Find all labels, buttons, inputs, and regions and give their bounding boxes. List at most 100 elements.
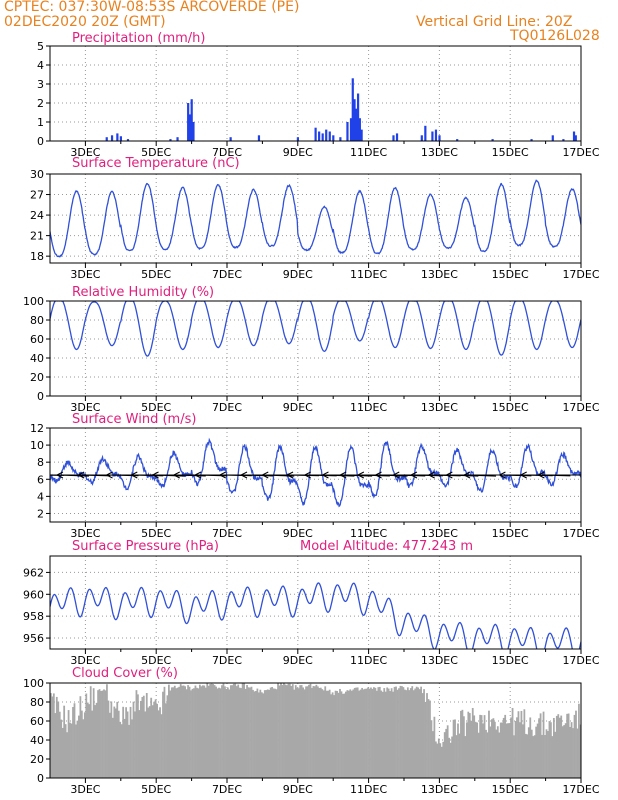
cloud-bar [150, 697, 153, 778]
x-tick-label: 3DEC [70, 268, 100, 281]
cloud-bar [294, 685, 297, 778]
cloud-bar [522, 724, 524, 778]
y-tick-label: 10 [30, 439, 44, 452]
cloud-bar [234, 683, 237, 778]
cloud-bar [94, 705, 97, 778]
cloud-bar [378, 686, 381, 778]
precip-bar [491, 139, 494, 141]
cloud-bar [302, 687, 304, 778]
cloud-bar [225, 688, 228, 778]
cloud-bar [163, 686, 166, 778]
cloud-bar [293, 689, 296, 778]
cloud-bar [91, 710, 94, 778]
cloud-bar [409, 688, 412, 778]
x-tick-label: 5DEC [141, 401, 171, 414]
cloud-bar [79, 696, 82, 778]
panel-frame [49, 173, 582, 264]
x-tick-label: 11DEC [350, 527, 387, 540]
cloud-bar [176, 687, 179, 778]
series-line [50, 437, 581, 508]
series-line [50, 301, 581, 357]
cloud-bar [63, 705, 66, 778]
cloud-bar [221, 685, 223, 778]
cloud-bar [241, 683, 244, 778]
cloud-bar [511, 707, 514, 778]
cloud-bar [427, 699, 430, 778]
precip-bar [110, 135, 114, 141]
x-tick-label: 13DEC [421, 146, 458, 159]
panel-title: Cloud Cover (%) [72, 666, 178, 681]
cloud-bar [296, 687, 299, 778]
cloud-bar [218, 687, 220, 778]
cloud-bar [538, 718, 540, 778]
cloud-bar [52, 693, 55, 778]
cloud-bar [311, 687, 313, 778]
x-tick-label: 15DEC [492, 654, 529, 667]
cloud-bar [66, 732, 68, 778]
cloud-bar [103, 689, 105, 778]
panel-frame [49, 300, 582, 397]
cloud-bar [442, 741, 445, 778]
y-tick-label: 0 [37, 772, 44, 785]
cloud-bar [159, 707, 161, 778]
cloud-bar [492, 718, 495, 778]
cloud-bar [312, 686, 315, 778]
cloud-bar [418, 689, 421, 778]
panel-frame [49, 427, 582, 523]
precip-bar [314, 127, 317, 141]
cloud-bar [380, 690, 383, 778]
x-tick-label: 13DEC [421, 654, 458, 667]
cloud-bar [465, 722, 468, 778]
cloud-bar [141, 697, 144, 778]
x-tick-label: 5DEC [141, 783, 171, 796]
y-tick-label: 60 [30, 715, 44, 728]
cloud-bar [110, 701, 113, 778]
cloud-bar [328, 689, 331, 778]
cloud-bar [514, 721, 517, 778]
cloud-bar [88, 704, 91, 778]
cloud-bar [286, 685, 288, 778]
cloud-bar [395, 686, 397, 778]
cloud-bar [188, 686, 191, 778]
cloud-bar [69, 722, 71, 778]
cloud-bar [434, 741, 437, 778]
cloud-bar [209, 683, 212, 778]
cloud-bar [227, 687, 229, 778]
precip-bar [318, 131, 321, 141]
panel-3: Relative Humidity (%) 0 20 40 60 80 100 3DEC 5DE… [23, 285, 600, 414]
panel-5: Surface Pressure (hPa) Model Altitude: 47… [23, 539, 600, 667]
cloud-bar [314, 686, 316, 778]
precip-bar [116, 133, 119, 141]
cloud-bar [122, 706, 125, 778]
x-tick-label: 17DEC [562, 268, 599, 281]
cloud-bar [128, 724, 130, 778]
cloud-bar [207, 685, 210, 778]
cloud-bar [479, 714, 481, 778]
y-tick-label: 5 [37, 40, 44, 53]
cloud-bar [198, 684, 201, 778]
cloud-bar [579, 724, 581, 778]
x-tick-label: 9DEC [283, 527, 313, 540]
cloud-bar [256, 688, 259, 778]
precip-bar [351, 78, 354, 141]
cloud-bar [340, 691, 343, 778]
y-tick-label: 80 [30, 314, 44, 327]
cloud-bar [111, 717, 114, 778]
cloud-bar [306, 686, 309, 778]
x-tick-label: 17DEC [562, 654, 599, 667]
cloud-bar [287, 683, 290, 778]
precip-bar [346, 122, 349, 141]
cloud-bar [147, 707, 150, 778]
cloud-bar [232, 683, 235, 778]
y-tick-label: 80 [30, 696, 44, 709]
cloud-bar [575, 710, 577, 778]
cloud-bar [181, 685, 184, 778]
cloud-bar [567, 713, 570, 778]
cloud-bar [371, 688, 374, 778]
panel-title: Surface Wind (m/s) [72, 412, 196, 427]
cloud-bar [238, 687, 241, 778]
y-tick-label: 12 [30, 422, 44, 435]
cloud-bar [196, 687, 198, 778]
cloud-bar [331, 692, 334, 778]
cloud-bar [216, 688, 219, 778]
